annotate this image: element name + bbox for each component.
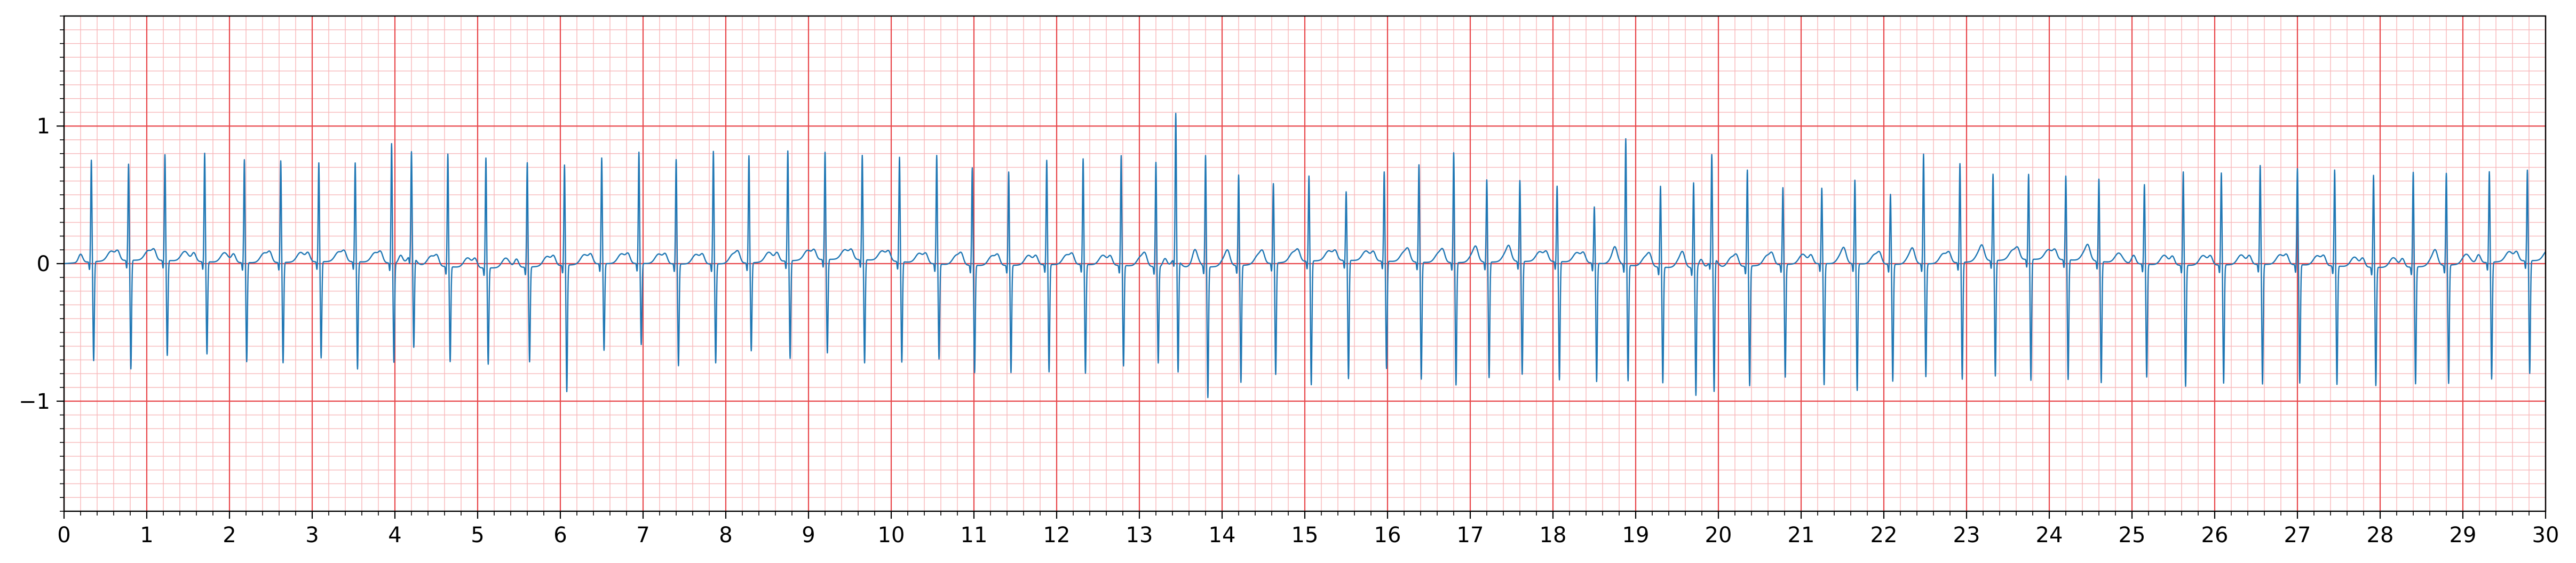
x-tick-label: 2 (223, 523, 236, 548)
x-tick-label: 22 (1870, 523, 1898, 548)
x-tick-label: 27 (2284, 523, 2311, 548)
x-tick-label: 26 (2201, 523, 2229, 548)
x-tick-label: 13 (1126, 523, 1153, 548)
x-tick-label: 28 (2367, 523, 2394, 548)
x-tick-label: 15 (1291, 523, 1319, 548)
x-tick-label: 14 (1209, 523, 1236, 548)
x-tick-label: 19 (1622, 523, 1650, 548)
y-tick-label: 0 (37, 252, 50, 276)
x-tick-label: 11 (961, 523, 988, 548)
y-tick-label: 1 (37, 114, 50, 139)
x-tick-label: 29 (2450, 523, 2477, 548)
x-tick-label: 5 (471, 523, 484, 548)
x-tick-label: 10 (878, 523, 905, 548)
x-tick-label: 24 (2036, 523, 2063, 548)
x-tick-label: 8 (719, 523, 732, 548)
x-tick-label: 25 (2119, 523, 2146, 548)
x-tick-label: 4 (388, 523, 401, 548)
x-tick-label: 21 (1788, 523, 1815, 548)
x-tick-label: 16 (1374, 523, 1401, 548)
x-tick-label: 7 (636, 523, 649, 548)
x-tick-label: 12 (1043, 523, 1071, 548)
x-tick-label: 6 (553, 523, 567, 548)
x-tick-label: 17 (1457, 523, 1484, 548)
x-tick-label: 30 (2532, 523, 2559, 548)
x-tick-label: 3 (305, 523, 319, 548)
y-tick-label: −1 (19, 390, 50, 414)
x-tick-label: 20 (1705, 523, 1732, 548)
x-tick-label: 23 (1953, 523, 1980, 548)
x-tick-label: 9 (802, 523, 815, 548)
x-tick-label: 0 (57, 523, 70, 548)
x-tick-label: 18 (1540, 523, 1567, 548)
x-tick-label: 1 (140, 523, 153, 548)
